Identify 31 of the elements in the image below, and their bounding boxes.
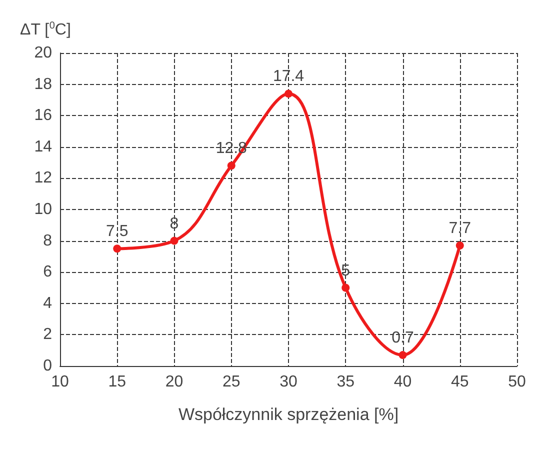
point	[170, 236, 178, 245]
data-label: 7.5	[106, 223, 128, 240]
y-tick-label: 10	[34, 201, 52, 218]
y-tick-label: 18	[34, 76, 52, 93]
y-tick-label: 16	[34, 107, 52, 124]
y-tick-label: 12	[34, 170, 52, 187]
data-label: 7.7	[448, 220, 472, 237]
x-tick-label: 25	[222, 374, 240, 390]
x-tick-label: 45	[450, 374, 469, 390]
y-tick-label: 20	[34, 44, 52, 62]
y-tick-label: 4	[43, 294, 52, 312]
point	[113, 244, 122, 253]
x-tick-label: 30	[280, 374, 298, 390]
y-tick-label: 0	[43, 358, 52, 374]
x-tick-label: 50	[508, 374, 526, 390]
x-tick-label: 15	[108, 374, 126, 390]
y-tick-label: 14	[34, 138, 52, 156]
x-tick-label: 40	[394, 374, 412, 390]
y-tick-label: 2	[43, 326, 52, 344]
point	[227, 162, 236, 170]
y-tick-label: 8	[43, 232, 52, 250]
point	[284, 90, 292, 98]
data-label: 8	[170, 215, 179, 232]
x-tick-label: 35	[336, 374, 355, 390]
point	[398, 351, 407, 360]
x-tick-label: 20	[165, 374, 184, 390]
point	[342, 284, 350, 292]
x-axis-title: Współczynnik sprzężenia [%]	[178, 405, 399, 424]
data-label: 17.4	[272, 68, 304, 86]
point	[456, 241, 464, 250]
y-tick-label: 6	[43, 264, 52, 281]
